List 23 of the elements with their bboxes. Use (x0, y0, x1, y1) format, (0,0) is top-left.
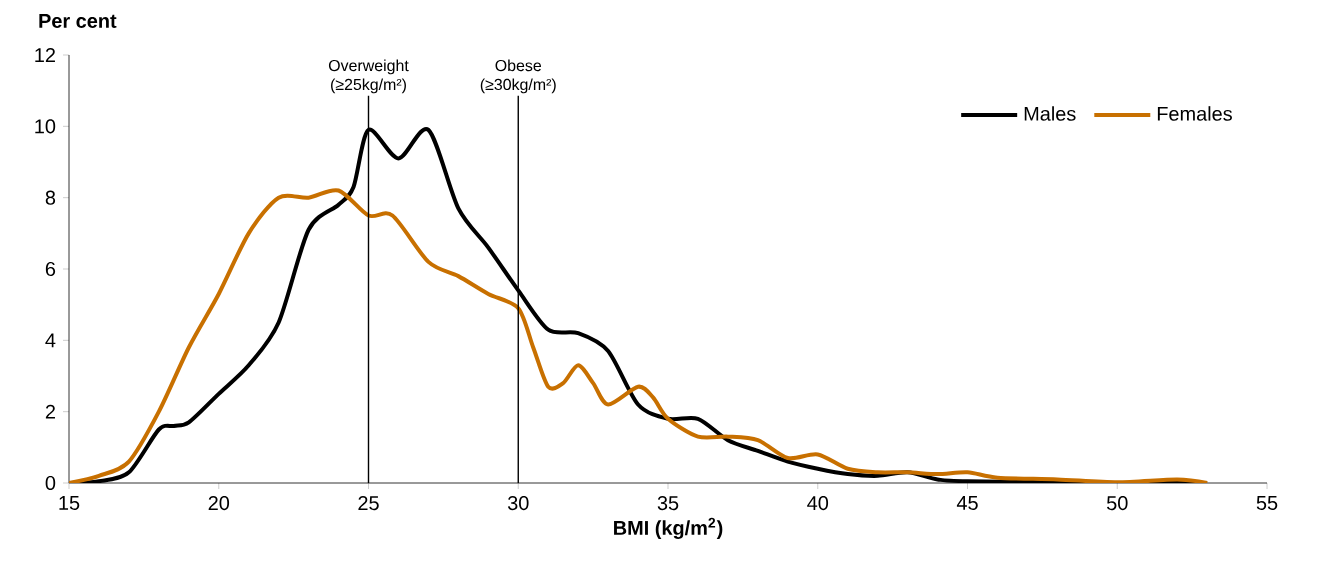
y-tick-label: 8 (45, 190, 56, 205)
ref-line-label: Obese (≥30kg/m²) (480, 59, 556, 94)
x-tick-label: 50 (1106, 496, 1128, 511)
y-tick-label: 4 (45, 333, 56, 348)
y-tick-label: 0 (45, 475, 56, 491)
x-tick-label: 25 (358, 496, 379, 511)
x-tick-label: 15 (59, 496, 80, 510)
y-tick-label: 12 (35, 48, 55, 62)
x-tick-label: 40 (807, 496, 829, 511)
y-axis-title: Per cent (39, 14, 117, 28)
x-tick-label: 20 (208, 496, 230, 511)
x-tick-label: 35 (657, 496, 679, 511)
y-tick-label: 6 (45, 261, 56, 277)
x-tick-label: 45 (956, 496, 978, 510)
x-tick-label: 30 (507, 496, 529, 511)
y-tick-label: 10 (35, 119, 56, 134)
ref-line-label: Overweight (≥25kg/m²) (328, 59, 409, 94)
line-series (69, 188, 1210, 483)
y-tick-label: 2 (45, 404, 55, 419)
legend-label: Males (1024, 106, 1076, 121)
legend-label: Females (1157, 106, 1232, 121)
x-axis-title: BMI (kg/m$^{2}$) (614, 517, 723, 540)
x-tick-label: 55 (1256, 496, 1278, 510)
